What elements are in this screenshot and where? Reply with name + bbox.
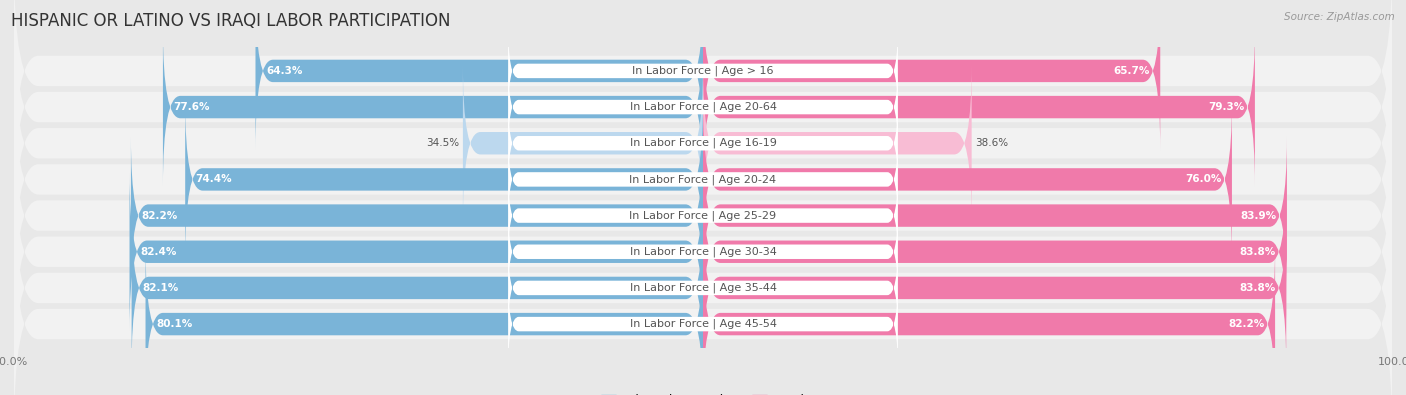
FancyBboxPatch shape (508, 24, 898, 118)
FancyBboxPatch shape (163, 28, 703, 186)
FancyBboxPatch shape (129, 173, 703, 331)
Text: 82.2%: 82.2% (142, 211, 177, 220)
FancyBboxPatch shape (132, 209, 703, 367)
FancyBboxPatch shape (463, 64, 703, 222)
Text: 80.1%: 80.1% (156, 319, 193, 329)
Text: Source: ZipAtlas.com: Source: ZipAtlas.com (1284, 12, 1395, 22)
Text: 82.1%: 82.1% (142, 283, 179, 293)
FancyBboxPatch shape (14, 177, 1392, 395)
Text: In Labor Force | Age 20-64: In Labor Force | Age 20-64 (630, 102, 776, 112)
FancyBboxPatch shape (508, 241, 898, 335)
Text: 83.9%: 83.9% (1240, 211, 1277, 220)
FancyBboxPatch shape (703, 209, 1286, 367)
FancyBboxPatch shape (508, 132, 898, 226)
Text: 83.8%: 83.8% (1240, 247, 1275, 257)
Text: In Labor Force | Age 30-34: In Labor Force | Age 30-34 (630, 246, 776, 257)
Text: 65.7%: 65.7% (1114, 66, 1150, 76)
Text: In Labor Force | Age 35-44: In Labor Force | Age 35-44 (630, 283, 776, 293)
FancyBboxPatch shape (131, 136, 703, 295)
FancyBboxPatch shape (14, 32, 1392, 255)
FancyBboxPatch shape (703, 64, 972, 222)
FancyBboxPatch shape (703, 100, 1232, 259)
FancyBboxPatch shape (508, 277, 898, 371)
FancyBboxPatch shape (186, 100, 703, 259)
FancyBboxPatch shape (14, 68, 1392, 291)
FancyBboxPatch shape (14, 213, 1392, 395)
Text: 82.2%: 82.2% (1229, 319, 1264, 329)
FancyBboxPatch shape (14, 104, 1392, 327)
Text: 64.3%: 64.3% (266, 66, 302, 76)
FancyBboxPatch shape (146, 245, 703, 395)
Text: 83.8%: 83.8% (1240, 283, 1275, 293)
FancyBboxPatch shape (703, 28, 1256, 186)
Text: HISPANIC OR LATINO VS IRAQI LABOR PARTICIPATION: HISPANIC OR LATINO VS IRAQI LABOR PARTIC… (11, 12, 451, 30)
Text: 79.3%: 79.3% (1208, 102, 1244, 112)
FancyBboxPatch shape (703, 0, 1160, 150)
Text: 77.6%: 77.6% (173, 102, 209, 112)
FancyBboxPatch shape (703, 173, 1286, 331)
FancyBboxPatch shape (508, 60, 898, 154)
Text: In Labor Force | Age > 16: In Labor Force | Age > 16 (633, 66, 773, 76)
Text: 76.0%: 76.0% (1185, 175, 1222, 184)
FancyBboxPatch shape (508, 205, 898, 299)
FancyBboxPatch shape (703, 136, 1286, 295)
Text: 82.4%: 82.4% (141, 247, 176, 257)
FancyBboxPatch shape (703, 245, 1275, 395)
FancyBboxPatch shape (14, 0, 1392, 218)
FancyBboxPatch shape (256, 0, 703, 150)
Text: 74.4%: 74.4% (195, 175, 232, 184)
Legend: Hispanic or Latino, Iraqi: Hispanic or Latino, Iraqi (602, 394, 804, 395)
Text: In Labor Force | Age 45-54: In Labor Force | Age 45-54 (630, 319, 776, 329)
Text: In Labor Force | Age 16-19: In Labor Force | Age 16-19 (630, 138, 776, 149)
Text: 38.6%: 38.6% (976, 138, 1008, 148)
Text: 34.5%: 34.5% (426, 138, 460, 148)
FancyBboxPatch shape (508, 169, 898, 263)
Text: In Labor Force | Age 25-29: In Labor Force | Age 25-29 (630, 210, 776, 221)
Text: In Labor Force | Age 20-24: In Labor Force | Age 20-24 (630, 174, 776, 185)
FancyBboxPatch shape (14, 0, 1392, 182)
FancyBboxPatch shape (14, 140, 1392, 363)
FancyBboxPatch shape (508, 96, 898, 190)
